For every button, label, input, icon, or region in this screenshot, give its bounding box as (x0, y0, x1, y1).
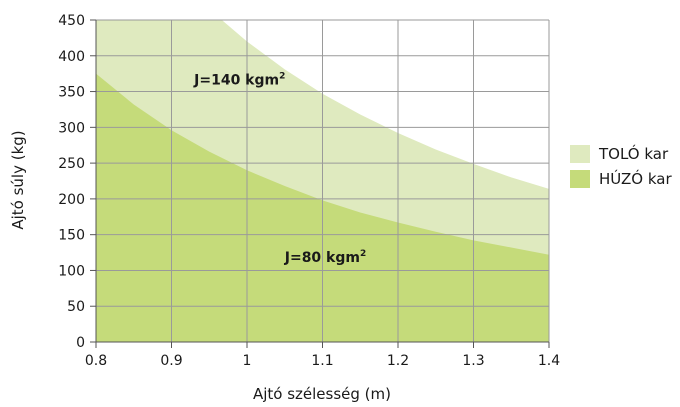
legend-swatch-huzo (570, 170, 590, 188)
x-tick-label-4: 1.2 (387, 353, 409, 369)
chart-axes (90, 20, 549, 348)
y-tick-label-9: 450 (58, 13, 85, 29)
y-tick-label-3: 150 (58, 228, 85, 244)
y-tick-label-8: 400 (58, 49, 85, 65)
legend-label-tolo: TOLÓ kar (599, 145, 669, 163)
x-axis-title: Ajtó szélesség (m) (253, 385, 391, 403)
chart-annotations: J=140 kgm2 J=80 kgm2 (193, 71, 366, 265)
y-tick-label-5: 250 (58, 156, 85, 172)
legend: TOLÓ kar HÚZÓ kar (570, 143, 672, 193)
x-tick-label-5: 1.3 (462, 353, 484, 369)
annotation-1: J=80 kgm2 (284, 249, 366, 266)
x-tick-label-6: 1.4 (538, 353, 560, 369)
y-tick-label-4: 200 (58, 192, 85, 208)
y-tick-label-1: 50 (67, 299, 85, 315)
chart-ticks: 0 50 100 150 200 250 300 350 400 450 0.8 0.9 1 1.1 1.2… (58, 13, 560, 369)
y-tick-label-7: 350 (58, 85, 85, 101)
legend-item-huzo: HÚZÓ kar (570, 168, 672, 190)
x-tick-label-1: 0.9 (160, 353, 182, 369)
x-tick-label-0: 0.8 (85, 353, 107, 369)
annotation-0: J=140 kgm2 (193, 71, 285, 88)
y-axis-title: Ajtó súly (kg) (9, 130, 27, 229)
x-tick-label-3: 1.1 (311, 353, 333, 369)
y-tick-label-2: 100 (58, 263, 85, 279)
y-tick-label-6: 300 (58, 120, 85, 136)
legend-item-tolo: TOLÓ kar (570, 143, 672, 165)
x-tick-label-2: 1 (243, 353, 252, 369)
y-tick-label-0: 0 (76, 335, 85, 351)
legend-swatch-tolo (570, 145, 590, 163)
legend-label-huzo: HÚZÓ kar (599, 170, 672, 188)
